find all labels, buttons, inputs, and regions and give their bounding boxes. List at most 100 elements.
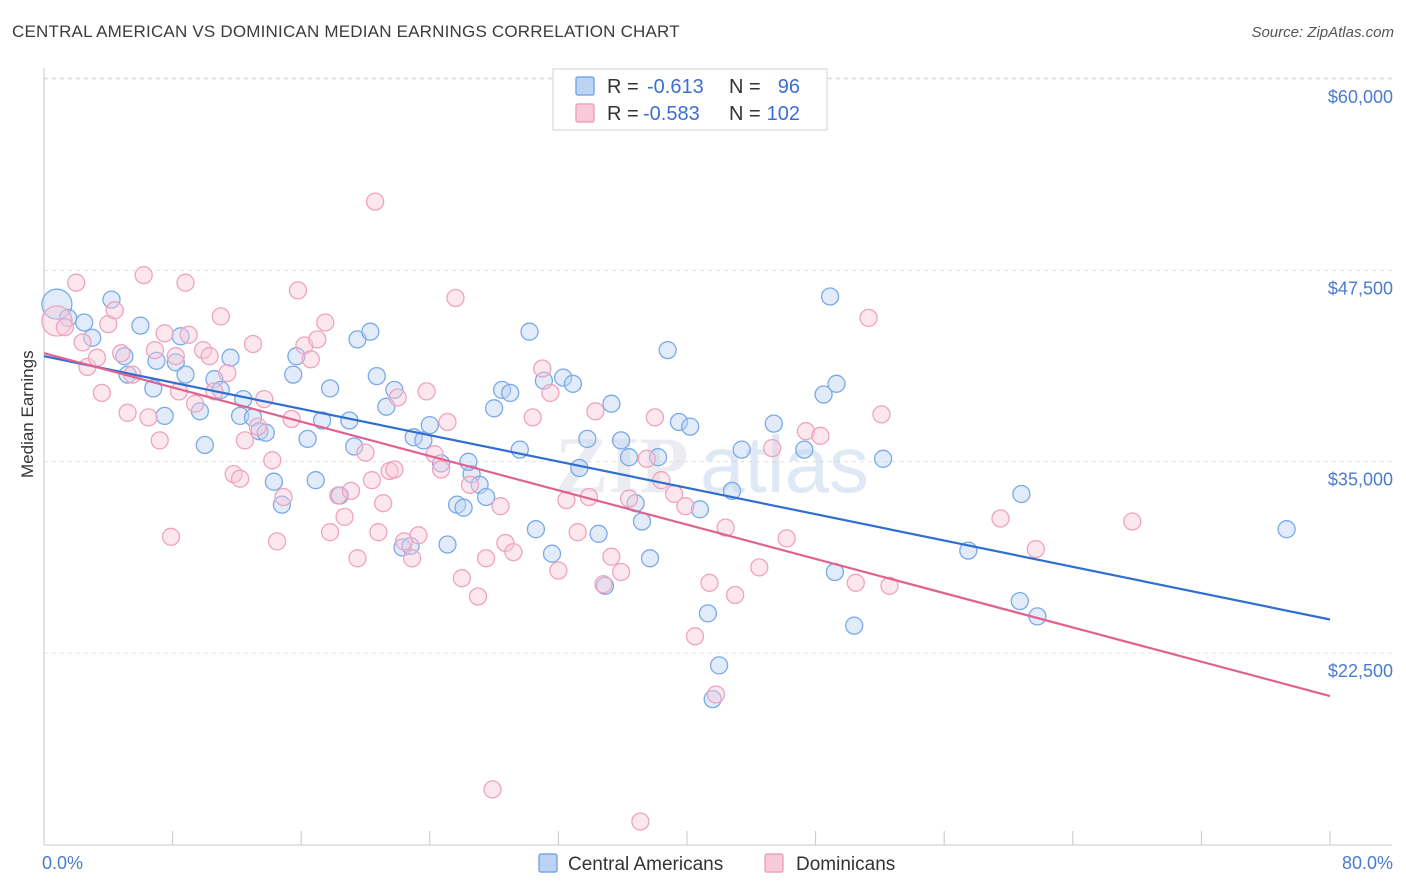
- point-dominicans: [568, 523, 587, 542]
- x-tick-label-max: 80.0%: [1342, 853, 1393, 873]
- point-central-americans: [827, 374, 846, 393]
- point-central-americans: [131, 316, 150, 335]
- point-central-americans: [709, 656, 729, 675]
- legend-r-label-2: R =: [607, 103, 639, 125]
- series-dominicans: [41, 192, 1142, 831]
- point-central-americans: [795, 440, 814, 459]
- point-dominicans: [619, 489, 639, 508]
- point-dominicans: [491, 497, 510, 516]
- point-dominicans: [230, 469, 250, 488]
- point-dominicans: [179, 325, 198, 344]
- point-central-americans: [361, 322, 380, 341]
- point-central-americans: [115, 347, 134, 366]
- point-central-americans: [367, 366, 386, 386]
- point-dominicans: [316, 313, 335, 332]
- point-dominicans: [200, 347, 219, 366]
- point-dominicans: [145, 340, 165, 360]
- point-dominicans: [726, 585, 745, 605]
- point-central-americans: [632, 512, 652, 531]
- point-central-americans: [814, 385, 833, 404]
- point-central-americans: [611, 431, 631, 450]
- point-dominicans: [1123, 512, 1142, 531]
- point-dominicans: [652, 471, 671, 490]
- point-dominicans: [523, 408, 542, 427]
- point-dominicans: [274, 487, 293, 507]
- point-dominicans: [267, 532, 287, 551]
- point-dominicans: [631, 812, 650, 831]
- point-dominicans: [880, 576, 899, 595]
- point-central-americans: [602, 394, 621, 413]
- point-dominicans: [541, 383, 560, 403]
- point-central-americans: [306, 471, 325, 490]
- point-central-americans: [520, 322, 539, 341]
- point-dominicans: [431, 460, 451, 479]
- point-central-americans: [420, 415, 439, 435]
- point-dominicans: [105, 301, 124, 320]
- point-dominicans: [706, 685, 726, 704]
- point-dominicans: [460, 475, 480, 494]
- point-dominicans: [112, 344, 131, 363]
- point-central-americans: [690, 500, 710, 519]
- series-central-americans: [41, 287, 1296, 709]
- point-dominicans: [176, 273, 195, 292]
- point-central-americans: [264, 472, 284, 491]
- point-dominicans: [409, 526, 428, 545]
- point-dominicans: [150, 431, 169, 450]
- legend-n-label-1: N =: [729, 76, 761, 98]
- correlation-legend: R = -0.613 N = 96 R = -0.583 N = 102: [552, 68, 828, 131]
- point-dominicans: [594, 575, 613, 594]
- chart-title: CENTRAL AMERICAN VS DOMINICAN MEDIAN EAR…: [12, 22, 680, 41]
- point-dominicans: [676, 497, 695, 516]
- point-dominicans: [87, 348, 107, 367]
- point-central-americans: [484, 399, 504, 418]
- point-central-americans: [176, 365, 195, 384]
- point-central-americans: [501, 383, 520, 403]
- point-dominicans: [55, 317, 75, 337]
- point-central-americans: [648, 448, 668, 467]
- point-central-americans: [345, 437, 364, 456]
- point-dominicans: [301, 350, 320, 369]
- point-central-americans: [764, 414, 783, 433]
- point-central-americans: [1012, 484, 1031, 504]
- point-central-americans: [102, 290, 121, 309]
- point-dominicans: [335, 507, 354, 527]
- point-central-americans: [75, 313, 94, 332]
- point-dominicans: [716, 518, 735, 537]
- point-dominicans: [483, 780, 502, 799]
- point-dominicans: [586, 402, 605, 421]
- point-dominicans: [750, 558, 769, 577]
- point-dominicans: [211, 307, 230, 326]
- point-dominicans: [41, 305, 73, 337]
- point-central-americans: [669, 412, 689, 432]
- point-central-americans: [312, 411, 332, 430]
- y-tick-label: $60,000: [1328, 87, 1393, 107]
- point-central-americans: [640, 549, 660, 568]
- point-dominicans: [185, 394, 205, 413]
- trend-line-central-americans: [43, 355, 1331, 621]
- point-dominicans: [417, 382, 436, 401]
- point-dominicans: [763, 438, 782, 458]
- point-dominicans: [425, 445, 444, 464]
- point-central-americans: [454, 498, 473, 517]
- point-dominicans: [92, 383, 112, 403]
- point-central-americans: [320, 379, 340, 398]
- point-central-americans: [578, 429, 597, 449]
- point-dominicans: [134, 265, 153, 285]
- legend-swatch-central-americans: [575, 76, 595, 96]
- point-dominicans: [476, 549, 496, 568]
- point-central-americans: [732, 440, 751, 459]
- point-dominicans: [320, 523, 340, 542]
- point-dominicans: [67, 273, 86, 292]
- point-dominicans: [637, 449, 656, 468]
- point-dominicans: [348, 549, 367, 568]
- point-dominicans: [369, 523, 388, 542]
- bottom-legend-swatch-central-americans: [538, 853, 558, 873]
- point-central-americans: [542, 544, 562, 563]
- point-central-americans: [221, 348, 240, 367]
- point-central-americans: [563, 374, 583, 393]
- legend-r-value-1: -0.613: [647, 76, 704, 98]
- point-central-americans: [1010, 591, 1029, 611]
- point-dominicans: [385, 460, 404, 479]
- point-central-americans: [681, 417, 700, 436]
